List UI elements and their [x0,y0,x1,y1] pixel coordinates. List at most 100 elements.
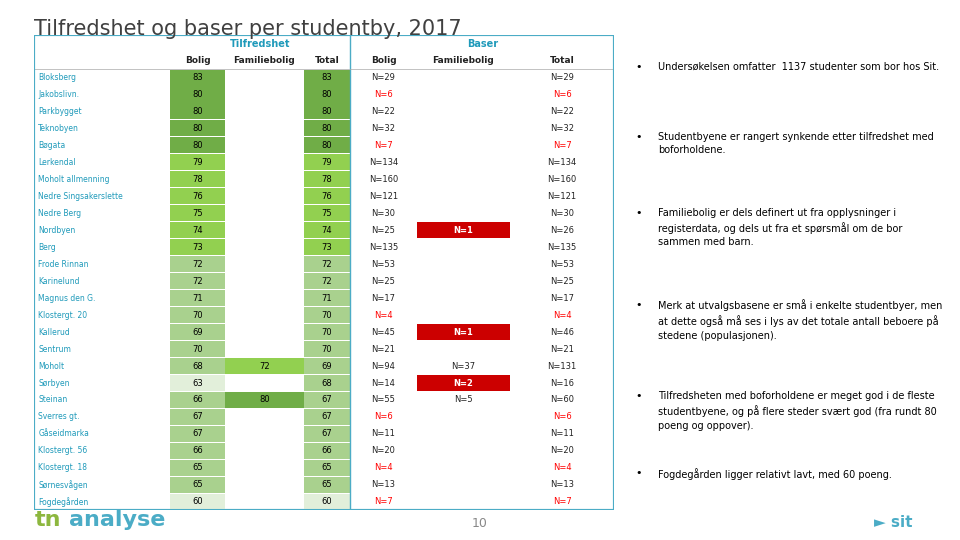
Text: Bolig: Bolig [185,56,210,65]
Text: Total: Total [550,56,574,65]
Text: Studentbyene er rangert synkende etter tilfredshet med
boforholdene.: Studentbyene er rangert synkende etter t… [658,132,933,155]
Text: 69: 69 [322,362,332,370]
Bar [303,205,350,221]
Bar [303,222,350,238]
Bar [303,409,350,425]
Text: N=6: N=6 [553,90,571,99]
Text: 79: 79 [192,158,203,167]
Text: Jakobslivn.: Jakobslivn. [38,90,80,99]
Text: Sverres gt.: Sverres gt. [38,413,80,421]
Text: 80: 80 [192,90,203,99]
Text: N=94: N=94 [372,362,396,370]
Text: N=46: N=46 [550,328,574,336]
Text: N=121: N=121 [547,192,577,201]
Bar [303,460,350,476]
Text: 67: 67 [192,413,204,421]
Bar [303,104,350,119]
Text: Merk at utvalgsbasene er små i enkelte studentbyer, men
at dette også må ses i l: Merk at utvalgsbasene er små i enkelte s… [658,300,942,341]
Text: N=160: N=160 [547,175,577,184]
Bar [303,273,350,289]
Bar [170,273,226,289]
Text: N=21: N=21 [550,345,574,354]
Bar [303,375,350,391]
Text: N=134: N=134 [547,158,577,167]
Text: Familiebolig: Familiebolig [433,56,494,65]
Text: N=29: N=29 [372,73,396,82]
Bar [170,307,226,323]
Text: 72: 72 [259,362,270,370]
Text: tn: tn [35,510,61,530]
Text: 73: 73 [322,243,332,252]
Bar [170,324,226,340]
Text: N=5: N=5 [454,395,472,404]
Text: 70: 70 [192,345,203,354]
Text: Magnus den G.: Magnus den G. [38,294,96,302]
Text: N=160: N=160 [369,175,398,184]
Text: N=20: N=20 [372,447,396,455]
Bar [303,154,350,171]
Text: Steinan: Steinan [38,395,67,404]
Text: •: • [636,468,641,478]
Text: Familiebolig er dels definert ut fra opplysninger i
registerdata, og dels ut fra: Familiebolig er dels definert ut fra opp… [658,208,902,247]
Text: 83: 83 [322,73,332,82]
Text: 80: 80 [192,107,203,116]
Text: Tilfredsheten med boforholdene er meget god i de fleste
studentbyene, og på fler: Tilfredsheten med boforholdene er meget … [658,392,937,430]
Bar [226,358,303,374]
Text: N=29: N=29 [550,73,574,82]
Text: N=121: N=121 [369,192,398,201]
Text: 74: 74 [322,226,332,235]
Text: 75: 75 [322,209,332,218]
Text: 66: 66 [192,447,204,455]
Text: N=4: N=4 [374,310,393,320]
Text: 70: 70 [192,310,203,320]
Text: N=53: N=53 [550,260,574,269]
Text: Klostergt. 18: Klostergt. 18 [38,463,87,472]
Text: 72: 72 [322,260,332,269]
Text: Sørnesvågen: Sørnesvågen [38,480,88,490]
Text: Bloksberg: Bloksberg [38,73,76,82]
Text: N=26: N=26 [550,226,574,235]
Text: Kallerud: Kallerud [38,328,70,336]
Text: Tilfredshet og baser per studentby, 2017: Tilfredshet og baser per studentby, 2017 [34,19,461,39]
Text: Moholt: Moholt [38,362,64,370]
Bar [303,426,350,442]
Text: 65: 65 [192,463,203,472]
Text: N=4: N=4 [553,463,571,472]
Text: 68: 68 [192,362,204,370]
Bar [170,239,226,255]
Bar [170,256,226,272]
Text: 63: 63 [192,379,204,388]
Text: 68: 68 [322,379,332,388]
Text: 80: 80 [192,124,203,133]
Bar [170,409,226,425]
Text: N=25: N=25 [550,276,574,286]
Text: N=60: N=60 [550,395,574,404]
Bar [170,120,226,137]
Bar [417,375,510,391]
Text: •: • [636,392,641,401]
Text: 80: 80 [192,141,203,150]
Text: 80: 80 [322,107,332,116]
Bar [170,104,226,119]
Text: N=22: N=22 [372,107,396,116]
Text: N=1: N=1 [453,226,473,235]
Text: N=32: N=32 [372,124,396,133]
Text: N=4: N=4 [374,463,393,472]
Text: Fogdegården: Fogdegården [38,497,88,507]
Text: 66: 66 [192,395,204,404]
Bar [170,86,226,103]
Bar [170,290,226,306]
Bar [170,205,226,221]
Text: 73: 73 [192,243,204,252]
Text: 65: 65 [322,481,332,489]
Text: N=7: N=7 [553,497,571,507]
Text: Klostergt. 56: Klostergt. 56 [38,447,87,455]
Text: analyse: analyse [69,510,165,530]
Bar [303,86,350,103]
Text: N=25: N=25 [372,276,396,286]
Bar [303,341,350,357]
Text: Frode Rinnan: Frode Rinnan [38,260,88,269]
Text: 78: 78 [192,175,204,184]
Text: N=37: N=37 [451,362,475,370]
Bar [303,392,350,408]
